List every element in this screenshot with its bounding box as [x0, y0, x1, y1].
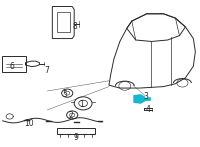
Polygon shape — [145, 97, 151, 101]
Text: 7: 7 — [44, 66, 49, 75]
Text: 6: 6 — [9, 62, 14, 71]
Text: 3: 3 — [143, 92, 148, 101]
Text: 8: 8 — [73, 22, 78, 31]
Text: 9: 9 — [74, 133, 79, 142]
Polygon shape — [134, 95, 145, 103]
Text: 2: 2 — [69, 111, 74, 120]
Text: 1: 1 — [79, 100, 84, 109]
Text: 10: 10 — [25, 119, 34, 128]
Text: 4: 4 — [145, 105, 150, 114]
Text: 5: 5 — [63, 90, 68, 99]
